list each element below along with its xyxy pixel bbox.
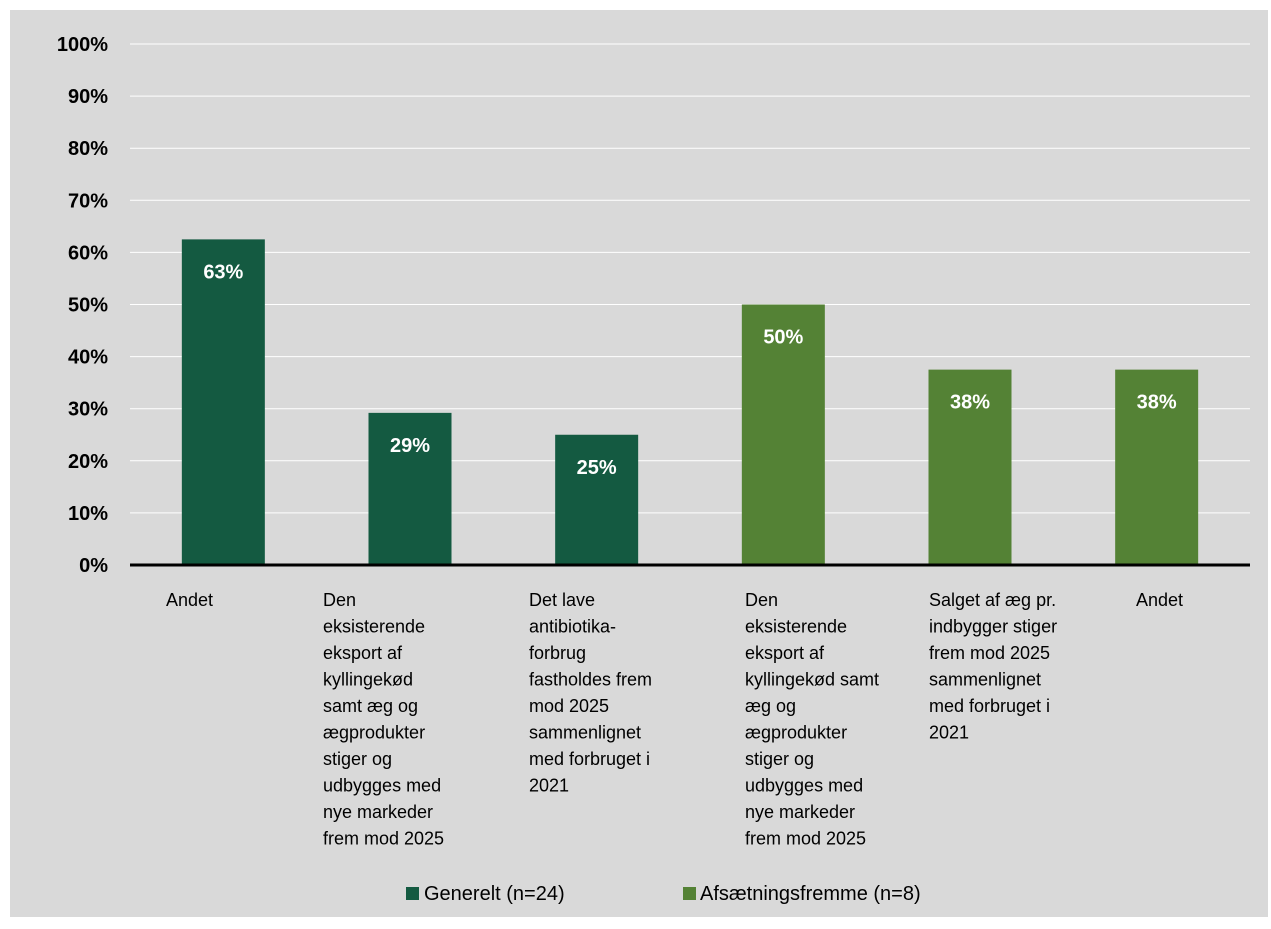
- x-category-label-line: fastholdes frem: [529, 670, 652, 690]
- x-category-label-line: stiger og: [745, 749, 814, 769]
- x-category-label-line: antibiotika-: [529, 617, 616, 637]
- x-category-label-line: nye markeder: [745, 802, 855, 822]
- x-category-label: Det lave antibiotika-forbrug fastholdes fr…: [529, 590, 652, 796]
- x-category-label-line: 2021: [529, 776, 569, 796]
- x-category-label: Salget af æg pr. indbygger stiger frem mod…: [929, 590, 1057, 743]
- x-category-label-line: forbrug: [529, 643, 586, 663]
- bar: [1115, 369, 1199, 565]
- x-category-label-line: stiger og: [323, 749, 392, 769]
- x-category-label-line: Andet: [166, 590, 213, 610]
- x-category-label-line: Salget af æg pr.: [929, 590, 1056, 610]
- x-category-label-line: kyllingekød: [323, 670, 413, 690]
- x-category-label-line: Det lave: [529, 590, 595, 610]
- x-category-label-line: Den: [323, 590, 356, 610]
- data-label: 63%: [203, 261, 243, 283]
- x-category-label: Den eksisterende eksport af kyllingekød samt…: [323, 590, 444, 849]
- x-category-label-line: mod 2025: [529, 696, 609, 716]
- x-category-label-line: ægprodukter: [323, 723, 425, 743]
- y-tick-label: 60%: [68, 242, 108, 264]
- y-tick-label: 90%: [68, 86, 108, 108]
- y-tick-label: 40%: [68, 347, 108, 369]
- data-label: 50%: [763, 327, 803, 349]
- y-tick-label: 100%: [57, 34, 108, 56]
- x-category-label-line: eksisterende: [323, 617, 425, 637]
- x-category-label-line: æg og: [745, 696, 796, 716]
- x-category-label-line: Den: [745, 590, 778, 610]
- x-category-label-line: sammenlignet: [929, 670, 1041, 690]
- chart-panel: 0% 10% 20% 30% 40% 50% 60% 70% 80% 90% 100% 63% 29% 2…: [10, 10, 1268, 917]
- bar: [741, 304, 825, 565]
- bar-chart: 0% 10% 20% 30% 40% 50% 60% 70% 80% 90% 100% 63% 29% 2…: [57, 34, 1250, 905]
- y-tick-label: 80%: [68, 138, 108, 160]
- data-label: 25%: [577, 457, 617, 479]
- data-label: 38%: [950, 392, 990, 414]
- data-label: 29%: [390, 435, 430, 457]
- x-category-label-line: eksport af: [323, 643, 403, 663]
- x-category-label-line: udbygges med: [323, 776, 441, 796]
- x-category-label-line: ægprodukter: [745, 723, 847, 743]
- y-tick-label: 50%: [68, 295, 108, 317]
- x-category-label-line: eksport af: [745, 643, 825, 663]
- bar: [928, 369, 1012, 565]
- x-category-label-line: frem mod 2025: [323, 829, 444, 849]
- x-category-label-line: eksisterende: [745, 617, 847, 637]
- bar: [181, 239, 265, 565]
- x-category-label-line: samt æg og: [323, 696, 418, 716]
- legend-swatch: [406, 887, 419, 900]
- legend-label: Afsætningsfremme (n=8): [700, 883, 921, 905]
- y-tick-label: 0%: [79, 555, 108, 577]
- x-category-label-line: med forbruget i: [929, 696, 1050, 716]
- x-category-label-line: kyllingekød samt: [745, 670, 879, 690]
- bar: [368, 412, 452, 565]
- y-tick-label: 10%: [68, 503, 108, 525]
- x-category-label: Den eksisterende eksport af kyllingekød sam…: [745, 590, 879, 849]
- x-category-label-line: indbygger stiger: [929, 617, 1057, 637]
- x-category-label-line: sammenlignet: [529, 723, 641, 743]
- x-category-label: Andet: [166, 590, 213, 610]
- x-category-label-line: nye markeder: [323, 802, 433, 822]
- x-category-label-line: 2021: [929, 723, 969, 743]
- x-category-label-line: med forbruget i: [529, 749, 650, 769]
- y-tick-label: 70%: [68, 190, 108, 212]
- x-category-label: Andet: [1136, 590, 1183, 610]
- x-category-label-line: udbygges med: [745, 776, 863, 796]
- x-category-label-line: frem mod 2025: [745, 829, 866, 849]
- x-category-label-line: Andet: [1136, 590, 1183, 610]
- x-category-label-line: frem mod 2025: [929, 643, 1050, 663]
- legend-label: Generelt (n=24): [424, 883, 565, 905]
- y-tick-label: 30%: [68, 399, 108, 421]
- data-label: 38%: [1137, 392, 1177, 414]
- y-tick-label: 20%: [68, 451, 108, 473]
- bar: [555, 434, 639, 565]
- legend-swatch: [683, 887, 696, 900]
